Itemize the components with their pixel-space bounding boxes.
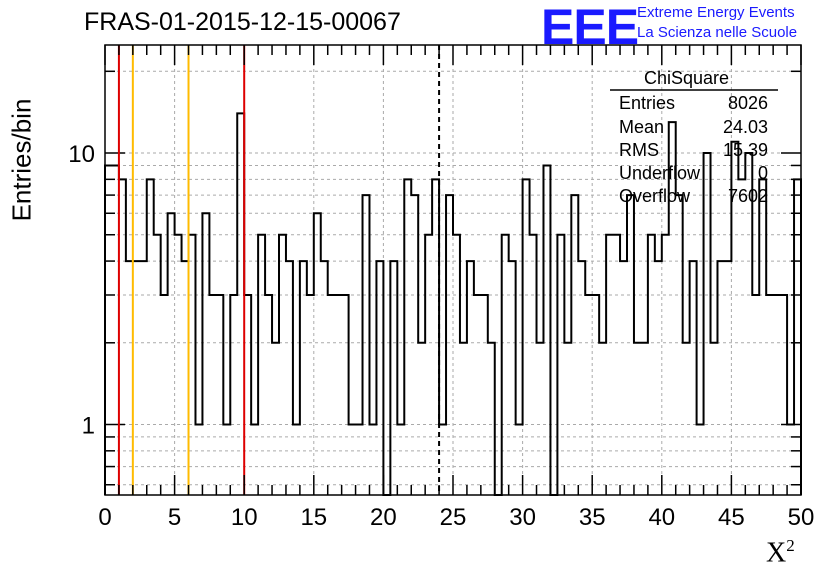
x-tick-label-5: 5 [168,504,181,531]
x-tick-label-25: 25 [440,504,467,531]
stat-value-underflow: 0 [757,163,768,183]
x-axis-label-superscript: 2 [786,536,795,555]
stat-value-entries: 8026 [727,93,768,113]
brand-line-2: La Scienza nelle Scuole [637,24,798,41]
stat-key-overflow: Overflow [619,186,691,206]
x-tick-label-50: 50 [788,504,815,531]
histogram-line [104,112,802,496]
stat-key-underflow: Underflow [619,163,701,183]
stat-key-entries: Entries [619,93,676,113]
x-axis-label-base: X [766,537,787,569]
x-tick-label-20: 20 [370,504,397,531]
x-tick-label-0: 0 [98,504,111,531]
x-tick-label-45: 45 [718,504,745,531]
x-tick-label-15: 15 [300,504,327,531]
x-tick-label-10: 10 [231,504,258,531]
stat-key-mean: Mean [619,117,665,137]
y-tick-label-10: 10 [68,141,95,168]
brand-line-1: Extreme Energy Events [637,4,795,21]
stat-key-rms: RMS [619,140,659,160]
chart-title: FRAS-01-2015-12-15-00067 [84,8,401,36]
plot-frame [104,44,802,496]
stat-value-rms: 15.39 [722,140,768,160]
stat-value-overflow: 7602 [727,186,768,206]
stat-value-mean: 24.03 [722,117,768,137]
x-tick-label-35: 35 [579,504,606,531]
x-tick-label-30: 30 [509,504,536,531]
stats-box-title: ChiSquare [644,68,730,88]
y-tick-label-1: 1 [82,413,95,440]
x-tick-label-40: 40 [648,504,675,531]
x-axis-label: X2 [766,536,795,569]
